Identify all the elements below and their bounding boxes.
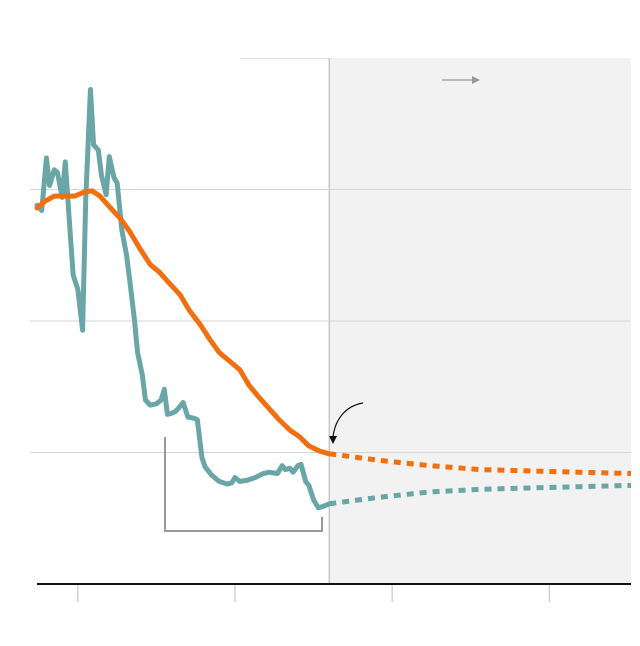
callout-arrow-head xyxy=(329,436,337,444)
data-line xyxy=(34,188,332,457)
callout-arrow xyxy=(332,402,364,438)
data-line xyxy=(34,87,332,511)
arrow-head xyxy=(472,76,480,84)
projection-line xyxy=(328,482,632,507)
projection-line xyxy=(328,451,632,477)
bracket xyxy=(164,437,323,532)
